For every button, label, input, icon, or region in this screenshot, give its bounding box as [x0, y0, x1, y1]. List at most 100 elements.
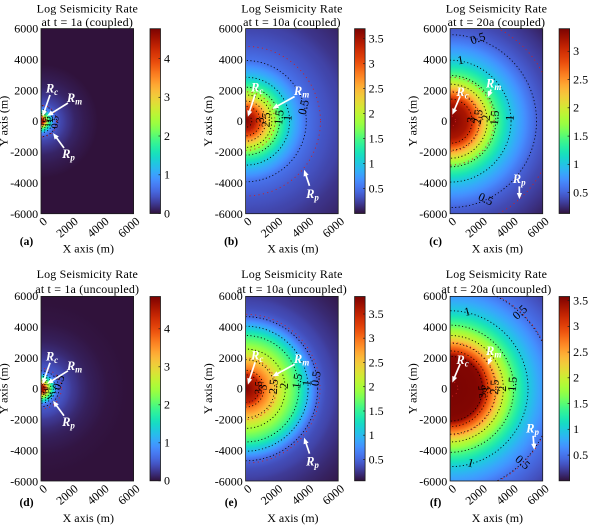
- svg-text:6000: 6000: [14, 289, 38, 303]
- svg-text:3: 3: [573, 319, 579, 333]
- svg-text:6000: 6000: [14, 22, 38, 36]
- svg-text:1: 1: [164, 168, 170, 182]
- svg-text:-2000: -2000: [419, 145, 447, 159]
- svg-text:3.5: 3.5: [573, 293, 588, 307]
- svg-text:1: 1: [164, 436, 170, 450]
- svg-text:3.5: 3.5: [369, 32, 384, 46]
- svg-text:(b): (b): [224, 236, 238, 248]
- svg-text:(c): (c): [429, 236, 442, 248]
- svg-text:2.5: 2.5: [369, 355, 384, 369]
- svg-text:(e): (e): [225, 497, 238, 509]
- svg-text:2: 2: [369, 106, 375, 120]
- svg-text:at t = 20a (uncoupled): at t = 20a (uncoupled): [441, 282, 551, 296]
- svg-text:1.5: 1.5: [573, 396, 588, 410]
- svg-text:1: 1: [369, 428, 375, 442]
- svg-text:-2000: -2000: [10, 413, 38, 427]
- svg-text:2000: 2000: [219, 83, 243, 97]
- svg-text:Y axis (m): Y axis (m): [406, 363, 420, 414]
- svg-text:0: 0: [164, 474, 170, 488]
- svg-text:3: 3: [369, 331, 375, 345]
- svg-text:0.5: 0.5: [369, 452, 384, 466]
- svg-text:at t = 20a (coupled): at t = 20a (coupled): [448, 15, 546, 29]
- svg-text:0: 0: [441, 114, 447, 128]
- svg-text:-6000: -6000: [215, 207, 243, 221]
- svg-text:at t = 10a (coupled): at t = 10a (coupled): [243, 15, 341, 29]
- svg-text:X axis (m): X axis (m): [267, 241, 318, 255]
- svg-text:-4000: -4000: [10, 176, 38, 190]
- svg-text:3: 3: [573, 44, 579, 58]
- svg-text:0.5: 0.5: [50, 116, 62, 129]
- svg-text:Y axis (m): Y axis (m): [0, 363, 11, 414]
- svg-text:-2000: -2000: [10, 145, 38, 159]
- svg-text:3: 3: [164, 90, 170, 104]
- svg-text:-4000: -4000: [419, 443, 447, 457]
- svg-text:2: 2: [164, 129, 170, 143]
- svg-text:2.5: 2.5: [369, 81, 384, 95]
- svg-text:-2000: -2000: [215, 145, 243, 159]
- svg-text:1: 1: [503, 115, 517, 122]
- svg-text:Log Seismicity Rate: Log Seismicity Rate: [241, 2, 342, 16]
- svg-text:-4000: -4000: [215, 176, 243, 190]
- svg-text:2000: 2000: [219, 351, 243, 365]
- svg-text:0: 0: [32, 114, 38, 128]
- svg-text:1: 1: [573, 422, 579, 436]
- svg-text:2.5: 2.5: [573, 72, 588, 86]
- svg-text:2000: 2000: [423, 351, 447, 365]
- svg-text:3.5: 3.5: [369, 307, 384, 321]
- svg-text:4000: 4000: [14, 52, 38, 66]
- svg-text:0.5: 0.5: [308, 370, 324, 387]
- svg-text:-4000: -4000: [215, 443, 243, 457]
- svg-text:2: 2: [573, 101, 579, 115]
- svg-text:(f): (f): [430, 497, 442, 509]
- svg-text:Log Seismicity Rate: Log Seismicity Rate: [241, 267, 342, 281]
- svg-text:at t = 1a (uncoupled): at t = 1a (uncoupled): [35, 282, 139, 296]
- svg-text:-2000: -2000: [419, 413, 447, 427]
- svg-text:0: 0: [441, 382, 447, 396]
- svg-text:Log Seismicity Rate: Log Seismicity Rate: [446, 2, 547, 16]
- svg-text:2: 2: [164, 398, 170, 412]
- svg-text:2000: 2000: [14, 83, 38, 97]
- svg-text:6000: 6000: [423, 22, 447, 36]
- svg-text:1.5: 1.5: [487, 110, 502, 126]
- svg-text:-6000: -6000: [419, 207, 447, 221]
- svg-text:0: 0: [237, 114, 243, 128]
- svg-text:1.5: 1.5: [505, 376, 520, 392]
- svg-text:Log Seismicity Rate: Log Seismicity Rate: [446, 267, 547, 281]
- svg-text:X axis (m): X axis (m): [63, 511, 114, 525]
- svg-text:6000: 6000: [423, 289, 447, 303]
- svg-text:-6000: -6000: [10, 474, 38, 488]
- svg-text:-4000: -4000: [10, 443, 38, 457]
- svg-text:-6000: -6000: [419, 474, 447, 488]
- svg-text:X axis (m): X axis (m): [267, 511, 318, 525]
- svg-text:0: 0: [237, 382, 243, 396]
- svg-text:at t = 1a (coupled): at t = 1a (coupled): [42, 15, 134, 29]
- svg-text:at t = 10a (uncoupled): at t = 10a (uncoupled): [237, 282, 347, 296]
- svg-text:X axis (m): X axis (m): [63, 241, 114, 255]
- svg-text:4000: 4000: [219, 52, 243, 66]
- svg-text:1.5: 1.5: [573, 129, 588, 143]
- svg-text:0.5: 0.5: [573, 448, 588, 462]
- svg-text:4000: 4000: [14, 320, 38, 334]
- svg-text:-2000: -2000: [215, 413, 243, 427]
- svg-text:0.5: 0.5: [369, 181, 384, 195]
- svg-text:Y axis (m): Y axis (m): [201, 96, 215, 147]
- svg-text:3: 3: [369, 57, 375, 71]
- svg-text:Y axis (m): Y axis (m): [201, 363, 215, 414]
- svg-text:1.5: 1.5: [369, 404, 384, 418]
- svg-text:X axis (m): X axis (m): [472, 241, 523, 255]
- svg-text:4000: 4000: [423, 320, 447, 334]
- svg-text:6000: 6000: [219, 22, 243, 36]
- svg-text:1: 1: [369, 156, 375, 170]
- svg-text:6000: 6000: [219, 289, 243, 303]
- svg-text:3: 3: [164, 360, 170, 374]
- svg-text:2: 2: [573, 371, 579, 385]
- svg-text:4000: 4000: [423, 52, 447, 66]
- svg-text:X axis (m): X axis (m): [472, 511, 523, 525]
- svg-text:2.5: 2.5: [573, 345, 588, 359]
- svg-text:-4000: -4000: [419, 176, 447, 190]
- svg-text:2: 2: [369, 380, 375, 394]
- svg-text:(a): (a): [20, 236, 34, 248]
- svg-text:4: 4: [164, 51, 170, 65]
- svg-text:Y axis (m): Y axis (m): [406, 96, 420, 147]
- svg-text:0.5: 0.5: [573, 185, 588, 199]
